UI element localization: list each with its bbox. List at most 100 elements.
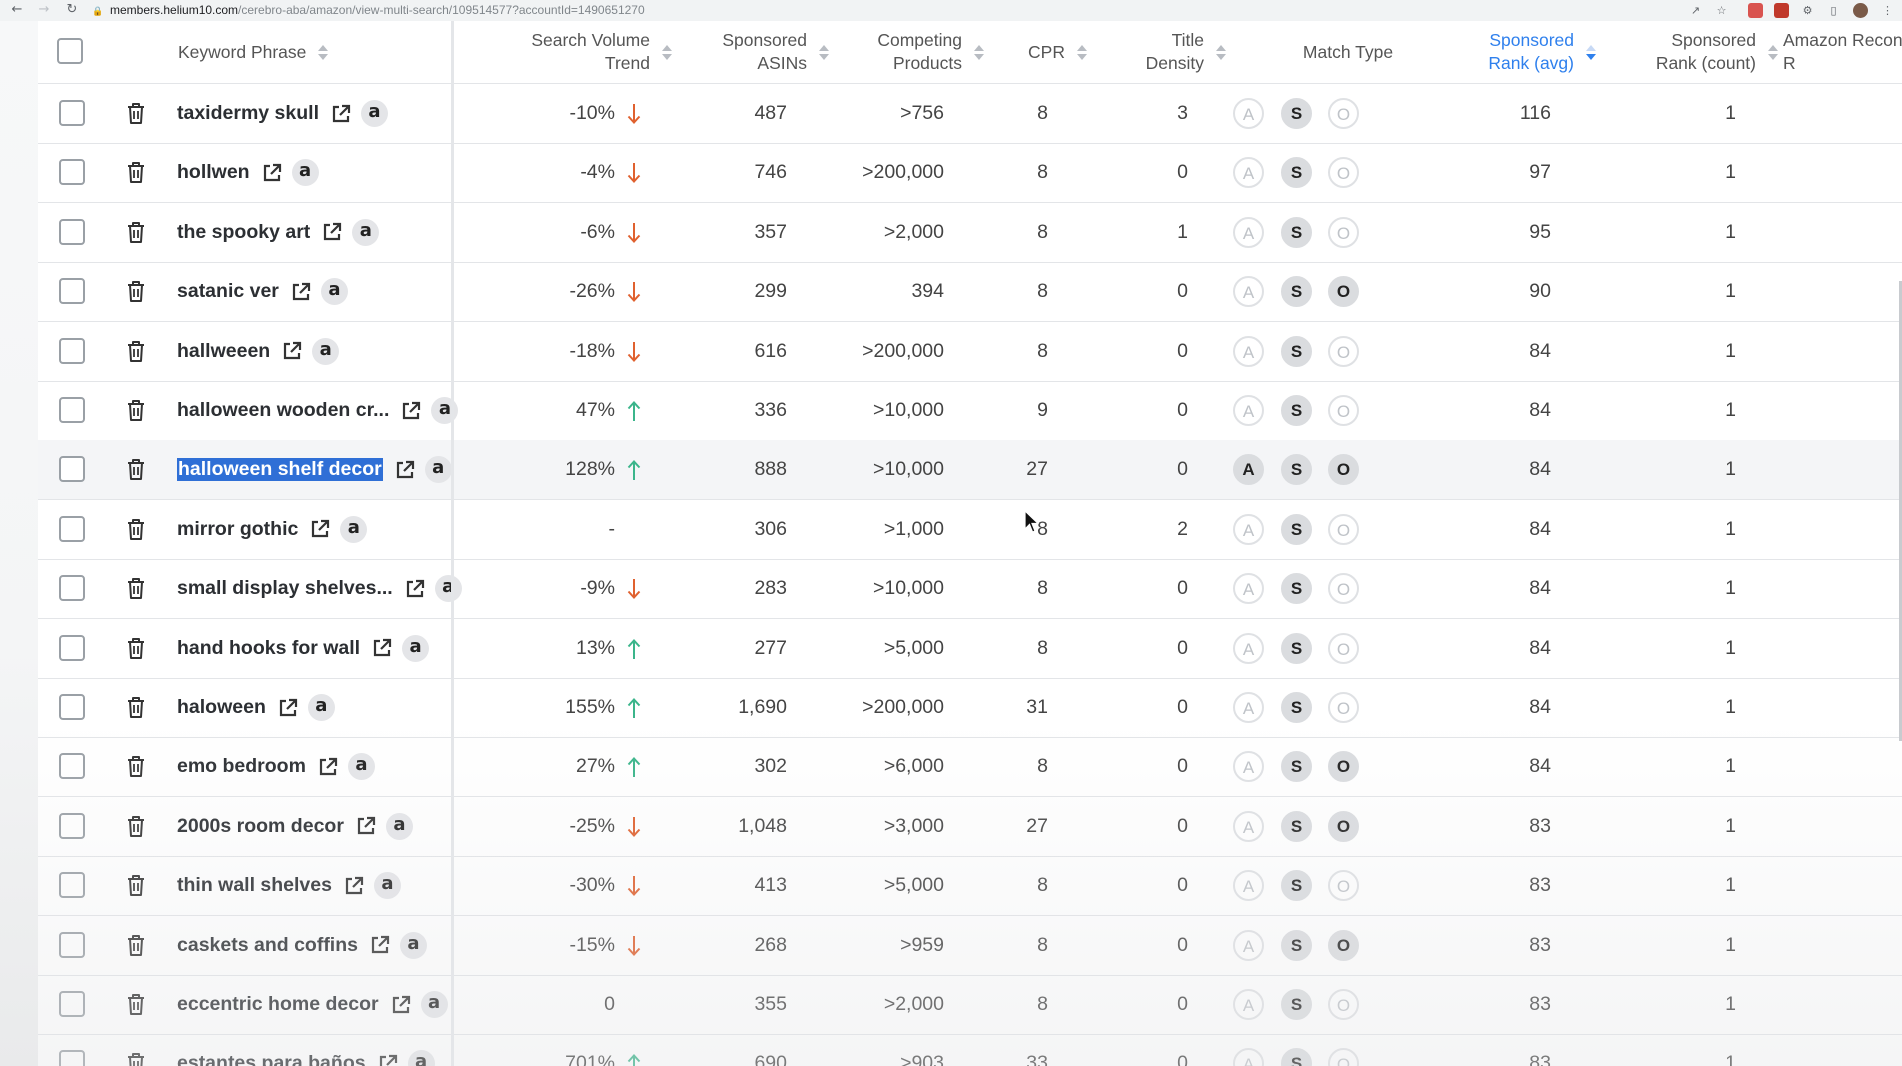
amazon-icon[interactable]: a bbox=[434, 575, 462, 603]
amazon-icon[interactable]: a bbox=[320, 278, 348, 306]
column-header-sponsored-rank-avg[interactable]: Sponsored Rank (avg) bbox=[1428, 21, 1596, 83]
table-row[interactable]: hollwen a -4% 746 >200,000 8 0 A S O 97 1 bbox=[38, 143, 1902, 204]
row-checkbox[interactable] bbox=[59, 694, 85, 720]
keyword-phrase[interactable]: thin wall shelves bbox=[177, 874, 332, 897]
table-row[interactable]: thin wall shelves a -30% 413 >5,000 8 0 A S O 83 1 bbox=[38, 856, 1902, 917]
row-checkbox[interactable] bbox=[59, 991, 85, 1017]
amazon-icon[interactable]: a bbox=[431, 397, 459, 424]
sort-icon[interactable] bbox=[1586, 44, 1596, 60]
keyword-phrase[interactable]: the spooky art bbox=[177, 220, 311, 243]
keyword-phrase[interactable]: mirror gothic bbox=[177, 517, 299, 540]
amazon-icon[interactable]: a bbox=[340, 515, 368, 543]
back-icon[interactable]: ← bbox=[11, 2, 23, 17]
table-row[interactable]: halloween wooden cr... a 47% 336 >10,000 9 0 A S… bbox=[38, 381, 1902, 441]
trash-icon[interactable] bbox=[126, 517, 146, 541]
row-checkbox[interactable] bbox=[59, 515, 85, 542]
amazon-icon[interactable]: a bbox=[402, 634, 430, 662]
keyword-phrase[interactable]: taxidermy skull bbox=[177, 102, 319, 124]
external-link-icon[interactable] bbox=[369, 934, 391, 956]
external-link-icon[interactable] bbox=[390, 994, 412, 1016]
trash-icon[interactable] bbox=[126, 814, 146, 838]
trash-icon[interactable] bbox=[126, 992, 146, 1016]
reload-icon[interactable]: ↻ bbox=[66, 2, 78, 17]
keyword-phrase[interactable]: estantes para baños bbox=[177, 1052, 366, 1066]
external-link-icon[interactable] bbox=[261, 162, 283, 184]
extension-icon[interactable] bbox=[1774, 3, 1789, 18]
external-link-icon[interactable] bbox=[404, 578, 426, 600]
keyword-phrase[interactable]: satanic ver bbox=[177, 280, 279, 303]
external-link-icon[interactable] bbox=[343, 875, 365, 897]
sort-icon[interactable] bbox=[819, 44, 829, 60]
amazon-icon[interactable]: a bbox=[352, 218, 380, 246]
trash-icon[interactable] bbox=[126, 160, 146, 184]
keyword-phrase[interactable]: caskets and coffins bbox=[177, 933, 358, 956]
row-checkbox[interactable] bbox=[59, 100, 85, 126]
forward-icon[interactable]: → bbox=[38, 2, 50, 17]
trash-icon[interactable] bbox=[126, 873, 146, 897]
column-header-amazon-rec[interactable]: Amazon Recon R bbox=[1783, 21, 1902, 83]
column-header-cpr[interactable]: CPR bbox=[983, 21, 1087, 83]
external-link-icon[interactable] bbox=[371, 637, 393, 659]
column-header-trend[interactable]: Search Volume Trend bbox=[486, 21, 672, 83]
keyword-phrase[interactable]: hallweeen bbox=[177, 339, 271, 362]
trash-icon[interactable] bbox=[126, 695, 146, 719]
row-checkbox[interactable] bbox=[59, 1050, 85, 1066]
keyword-phrase[interactable]: 2000s room decor bbox=[177, 814, 344, 837]
row-checkbox[interactable] bbox=[59, 278, 85, 305]
trash-icon[interactable] bbox=[126, 576, 146, 600]
extension-icon[interactable] bbox=[1748, 3, 1763, 18]
row-checkbox[interactable] bbox=[59, 575, 85, 602]
row-checkbox[interactable] bbox=[59, 753, 85, 780]
sort-icon[interactable] bbox=[662, 44, 672, 60]
external-link-icon[interactable] bbox=[281, 340, 303, 362]
keyword-phrase[interactable]: small display shelves... bbox=[177, 577, 393, 600]
trash-icon[interactable] bbox=[126, 754, 146, 778]
trash-icon[interactable] bbox=[126, 279, 146, 303]
table-row[interactable]: satanic ver a -26% 299 394 8 0 A S O 90 1 bbox=[38, 262, 1902, 323]
trash-icon[interactable] bbox=[126, 1051, 146, 1066]
external-link-icon[interactable] bbox=[290, 281, 312, 303]
keyword-phrase[interactable]: hollwen bbox=[177, 161, 250, 184]
keyword-phrase[interactable]: haloween bbox=[177, 696, 266, 718]
trash-icon[interactable] bbox=[126, 339, 146, 363]
table-row[interactable]: hand hooks for wall a 13% 277 >5,000 8 0 A S O 84 1 bbox=[38, 619, 1902, 679]
trash-icon[interactable] bbox=[126, 636, 146, 660]
column-header-sponsored-asins[interactable]: Sponsored ASINs bbox=[673, 21, 829, 83]
keyword-phrase[interactable]: halloween wooden cr... bbox=[177, 399, 390, 421]
trash-icon[interactable] bbox=[126, 933, 146, 957]
trash-icon[interactable] bbox=[126, 101, 146, 125]
row-checkbox[interactable] bbox=[59, 812, 85, 839]
amazon-icon[interactable]: a bbox=[360, 100, 388, 127]
vertical-scrollbar[interactable] bbox=[1899, 281, 1902, 741]
table-row[interactable]: eccentric home decor a 0 355 >2,000 8 0 A S O 83 1 bbox=[38, 975, 1902, 1035]
external-link-icon[interactable] bbox=[309, 518, 331, 540]
table-row[interactable]: the spooky art a -6% 357 >2,000 8 1 A S O 95 1 bbox=[38, 203, 1902, 263]
amazon-icon[interactable]: a bbox=[347, 753, 375, 781]
row-checkbox[interactable] bbox=[59, 872, 85, 899]
external-link-icon[interactable] bbox=[400, 400, 422, 422]
select-all-checkbox[interactable] bbox=[57, 38, 83, 64]
external-link-icon[interactable] bbox=[355, 815, 377, 837]
sort-icon[interactable] bbox=[1077, 44, 1087, 60]
bookmark-star-icon[interactable]: ☆ bbox=[1716, 4, 1727, 17]
table-row[interactable]: 2000s room decor a -25% 1,048 >3,000 27 0 A S O 83… bbox=[38, 797, 1902, 857]
trash-icon[interactable] bbox=[126, 398, 146, 422]
external-link-icon[interactable] bbox=[317, 756, 339, 778]
table-row[interactable]: hallweeen a -18% 616 >200,000 8 0 A S O 84 1 bbox=[38, 322, 1902, 382]
table-row[interactable]: mirror gothic a - 306 >1,000 8 2 A S O 84 1 bbox=[38, 500, 1902, 560]
row-checkbox[interactable] bbox=[59, 159, 85, 186]
amazon-icon[interactable]: a bbox=[385, 812, 413, 840]
row-checkbox[interactable] bbox=[59, 397, 85, 423]
amazon-icon[interactable]: a bbox=[291, 159, 319, 187]
external-link-icon[interactable] bbox=[377, 1053, 399, 1066]
trash-icon[interactable] bbox=[126, 220, 146, 244]
address-bar[interactable]: 🔒 members.helium10.com/cerebro-aba/amazon… bbox=[92, 1, 1692, 20]
sort-icon[interactable] bbox=[1768, 44, 1778, 60]
amazon-icon[interactable]: a bbox=[407, 1050, 435, 1066]
external-link-icon[interactable] bbox=[330, 103, 352, 125]
sort-icon[interactable] bbox=[318, 44, 329, 60]
table-row[interactable]: haloween a 155% 1,690 >200,000 31 0 A S O 84 1 bbox=[38, 678, 1902, 738]
row-checkbox[interactable] bbox=[59, 218, 85, 245]
amazon-icon[interactable]: a bbox=[420, 991, 448, 1018]
sort-icon[interactable] bbox=[974, 44, 984, 60]
